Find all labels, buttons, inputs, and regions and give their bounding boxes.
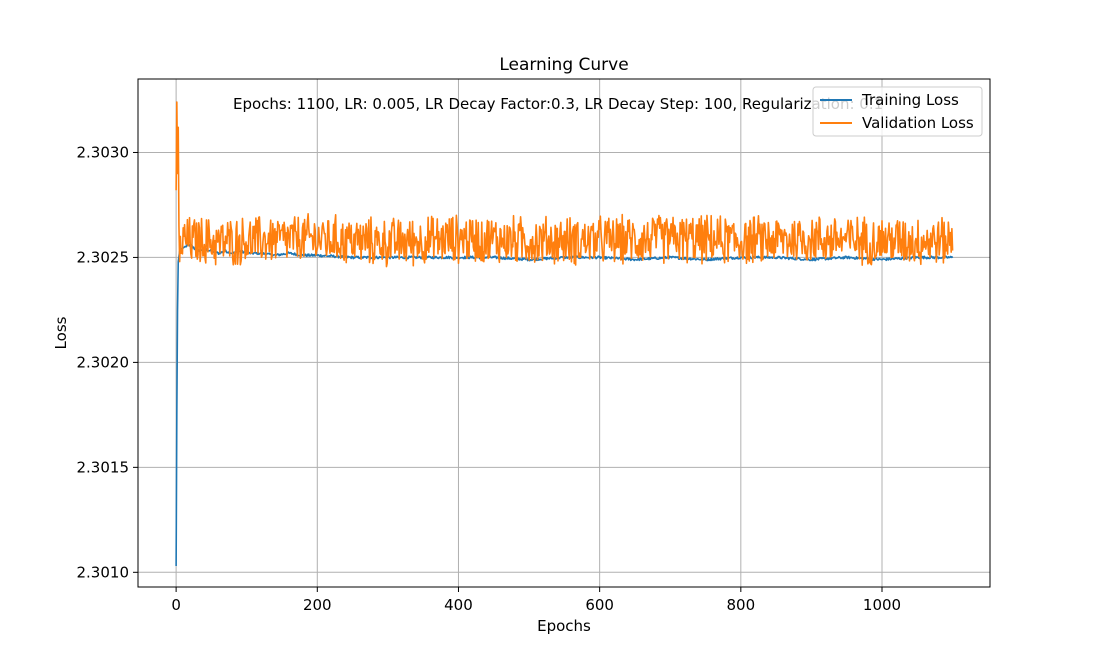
x-tick-label: 400 xyxy=(444,596,473,614)
x-tick-label: 600 xyxy=(585,596,614,614)
legend-box xyxy=(812,86,983,137)
validation-loss-line xyxy=(175,101,954,268)
tick-layer: 0 200 400 600 800 1000 2.3010 2.3015 2.3020 2.302… xyxy=(77,143,902,614)
legend-label-training: Training Loss xyxy=(861,91,959,109)
series-layer xyxy=(175,101,954,567)
x-tick-label: 0 xyxy=(171,596,181,614)
x-tick-label: 1000 xyxy=(863,596,901,614)
x-tick-label: 200 xyxy=(303,596,332,614)
legend: Training Loss Validation Loss xyxy=(812,86,983,137)
legend-label-validation: Validation Loss xyxy=(862,114,974,132)
hyperparameter-annotation: Epochs: 1100, LR: 0.005, LR Decay Factor… xyxy=(233,95,883,113)
x-tick-label: 800 xyxy=(727,596,756,614)
y-tick-label: 2.3020 xyxy=(77,353,130,371)
chart-title: Learning Curve xyxy=(499,55,628,75)
y-tick-label: 2.3025 xyxy=(77,248,130,266)
y-tick-label: 2.3010 xyxy=(77,563,130,581)
x-axis-label: Epochs xyxy=(537,617,591,635)
y-tick-label: 2.3015 xyxy=(77,458,130,476)
grid-layer xyxy=(138,79,990,587)
y-axis-label: Loss xyxy=(52,316,70,349)
plot-frame xyxy=(137,78,991,588)
training-loss-line xyxy=(175,243,954,567)
y-tick-label: 2.3030 xyxy=(77,143,130,161)
